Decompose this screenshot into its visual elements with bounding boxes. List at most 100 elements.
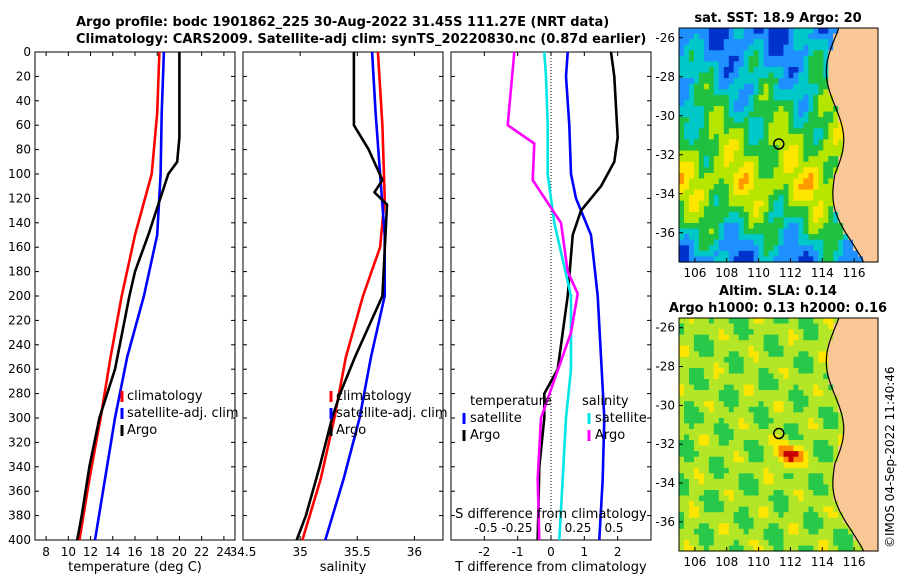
map-cell: [723, 473, 730, 480]
map-cell: [748, 172, 755, 180]
map-cell: [758, 67, 765, 74]
map-cell: [708, 384, 715, 391]
map-cell: [818, 445, 824, 452]
map-cell: [748, 329, 755, 336]
map-cell: [783, 323, 790, 330]
map-cell: [788, 423, 795, 430]
map-cell: [748, 239, 755, 246]
map-cell: [808, 501, 814, 508]
map-cell: [863, 362, 869, 369]
map-cell: [823, 417, 829, 424]
map-cell: [833, 67, 839, 74]
map-cell: [713, 356, 720, 363]
map-cell: [868, 133, 874, 141]
map-cell: [763, 462, 770, 469]
map-cell: [723, 478, 730, 485]
map-cell: [773, 440, 780, 447]
map-cell: [778, 217, 785, 224]
map-cell: [773, 117, 780, 124]
map-cell: [728, 100, 735, 107]
map-cell: [803, 512, 809, 519]
map-cell: [818, 33, 824, 40]
map-cell: [868, 223, 874, 230]
map-cell: [753, 178, 760, 185]
map-cell: [813, 384, 819, 391]
map-cell: [833, 351, 839, 358]
map-cell: [738, 234, 745, 241]
map-cell: [748, 61, 755, 68]
map-cell: [778, 467, 785, 474]
map-cell: [783, 50, 790, 57]
map-cell: [863, 367, 869, 374]
map-cell: [803, 484, 809, 491]
map-cell: [798, 145, 804, 152]
map-cell: [753, 534, 760, 541]
map-cell: [689, 351, 695, 358]
map-cell: [808, 100, 814, 107]
map-cell: [833, 139, 839, 146]
map-cell: [833, 423, 839, 430]
map-cell: [828, 200, 834, 207]
map-cell: [868, 334, 874, 341]
map-cell: [773, 340, 780, 347]
map-cell: [853, 412, 859, 419]
map-cell: [723, 28, 730, 35]
map-cell: [753, 456, 760, 463]
map-cell: [733, 167, 740, 174]
map-cell: [679, 495, 685, 502]
map-cell: [863, 223, 869, 230]
map-cell: [818, 111, 824, 118]
map-cell: [753, 351, 760, 358]
map-cell: [813, 345, 819, 352]
map-cell: [708, 83, 715, 90]
map-cell: [679, 523, 685, 530]
map-cell: [793, 340, 799, 347]
map-cell: [783, 72, 790, 79]
map-y-tick-label: -30: [655, 398, 675, 412]
map-cell: [858, 395, 864, 402]
map-cell: [813, 501, 819, 508]
map-cell: [808, 111, 814, 118]
map-cell: [773, 150, 780, 157]
map-cell: [758, 250, 765, 258]
map-cell: [743, 234, 750, 241]
map-cell: [813, 462, 819, 469]
map-cell: [679, 167, 685, 174]
map-cell: [718, 178, 725, 185]
map-cell: [848, 189, 854, 196]
map-cell: [828, 228, 834, 235]
map-cell: [848, 467, 854, 474]
map-cell: [698, 245, 705, 252]
map-cell: [684, 83, 690, 90]
map-cell: [838, 351, 844, 358]
map-cell: [843, 161, 849, 168]
map-cell: [788, 390, 795, 397]
map-cell: [848, 528, 854, 535]
map-cell: [838, 111, 844, 118]
map-cell: [833, 184, 839, 191]
map-cell: [728, 517, 735, 524]
map-cell: [703, 161, 710, 168]
map-cell: [838, 39, 844, 46]
map-cell: [743, 490, 750, 497]
map-cell: [823, 94, 829, 102]
map-cell: [858, 184, 864, 191]
map-cell: [684, 390, 690, 397]
map-cell: [693, 545, 700, 552]
map-cell: [823, 390, 829, 397]
map-cell: [693, 100, 700, 107]
map-cell: [758, 423, 765, 430]
map-cell: [798, 106, 804, 113]
map-cell: [813, 490, 819, 497]
map-cell: [803, 517, 809, 524]
map-cell: [723, 351, 730, 358]
map-cell: [679, 456, 685, 463]
map-cell: [753, 61, 760, 68]
map-cell: [723, 429, 730, 436]
map-cell: [788, 417, 795, 424]
map-cell: [803, 523, 809, 530]
map-cell: [858, 523, 864, 530]
map-cell: [718, 401, 725, 408]
y-tick-label: 340: [8, 460, 31, 474]
map-cell: [718, 28, 725, 35]
